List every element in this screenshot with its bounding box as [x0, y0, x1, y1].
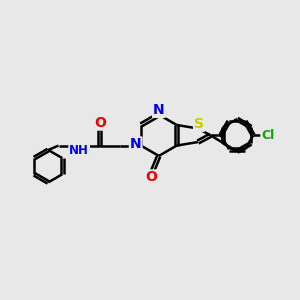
Text: O: O [94, 116, 106, 130]
Text: N: N [153, 103, 165, 117]
Text: O: O [146, 170, 158, 184]
Text: NH: NH [69, 144, 89, 158]
Text: S: S [194, 117, 204, 131]
Text: N: N [130, 137, 142, 152]
Text: Cl: Cl [261, 129, 274, 142]
